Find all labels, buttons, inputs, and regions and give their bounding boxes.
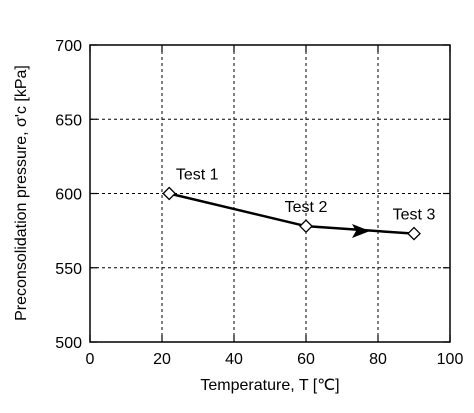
x-tick-label: 100 — [437, 351, 464, 368]
y-tick-label: 550 — [55, 261, 82, 278]
x-tick-label: 80 — [369, 351, 387, 368]
x-axis-label: Temperature, T [℃] — [200, 377, 339, 394]
annotation: Test 2 — [285, 199, 328, 216]
x-tick-label: 0 — [86, 351, 95, 368]
data-point — [162, 186, 177, 201]
data-point — [407, 226, 421, 241]
x-tick-label: 20 — [153, 351, 171, 368]
x-tick-label: 60 — [297, 351, 315, 368]
data-point — [299, 219, 313, 234]
y-tick-label: 650 — [55, 112, 82, 129]
x-tick-label: 40 — [225, 351, 243, 368]
y-tick-label: 600 — [55, 187, 82, 204]
y-tick-label: 700 — [55, 38, 82, 55]
y-axis-label: Preconsolidation pressure, σ'c [kPa] — [13, 65, 30, 321]
annotation: Test 1 — [176, 167, 219, 184]
annotation: Test 3 — [393, 207, 436, 224]
y-tick-label: 500 — [55, 335, 82, 352]
